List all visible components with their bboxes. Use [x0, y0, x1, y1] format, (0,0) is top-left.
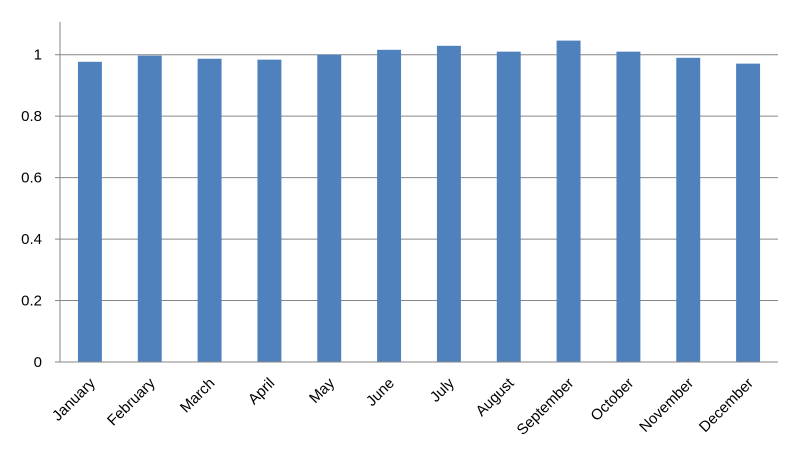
bar	[77, 61, 102, 362]
bar	[676, 57, 701, 363]
bar	[197, 58, 222, 363]
bar	[616, 51, 641, 363]
y-tick-label: 0	[34, 354, 42, 371]
x-tick-label: April	[245, 375, 278, 408]
bar	[556, 40, 581, 363]
x-tick-label: August	[473, 374, 519, 420]
y-tick-label: 0.2	[21, 293, 42, 310]
x-tick-label: May	[306, 374, 338, 406]
y-tick-label: 1	[34, 47, 42, 64]
bar	[736, 63, 761, 362]
bar	[317, 54, 342, 363]
y-tick-label: 0.8	[21, 108, 42, 125]
bar	[496, 51, 521, 363]
y-tick-label: 0.6	[21, 170, 42, 187]
x-tick-label: February	[104, 374, 159, 429]
x-tick-label: July	[427, 374, 458, 405]
x-tick-label: January	[49, 374, 99, 424]
bar	[137, 55, 162, 363]
x-tick-label: September	[514, 375, 578, 439]
x-tick-label: November	[636, 375, 697, 436]
x-tick-label: March	[177, 375, 218, 416]
x-tick-label: October	[587, 375, 637, 425]
bar	[436, 45, 461, 362]
bar	[257, 59, 282, 362]
y-tick-label: 0.4	[21, 231, 42, 248]
x-tick-label: December	[696, 375, 757, 436]
bar	[377, 49, 402, 362]
x-tick-label: June	[363, 375, 398, 410]
